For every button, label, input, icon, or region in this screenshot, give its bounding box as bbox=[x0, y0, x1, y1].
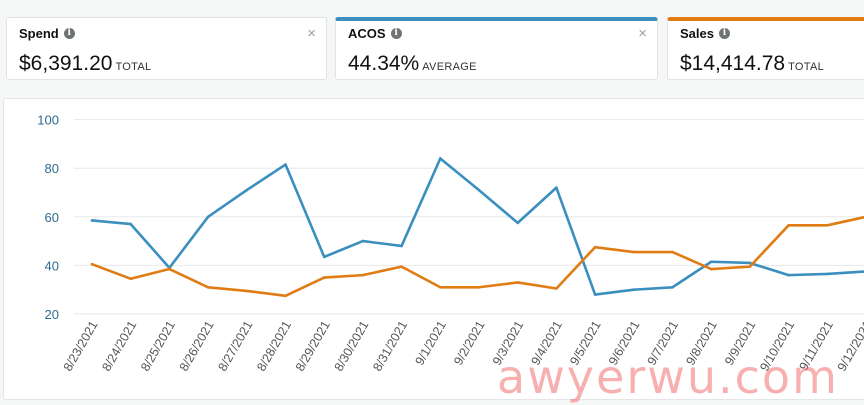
acos-label: ACOS bbox=[348, 26, 386, 41]
acos-data-point bbox=[671, 285, 674, 289]
y-tick-label: 100 bbox=[37, 113, 59, 128]
acos-data-point bbox=[632, 288, 636, 291]
sales-data-point bbox=[245, 289, 249, 293]
sales-metric-card[interactable]: Sales i $14,414.78 TOTAL bbox=[667, 17, 864, 80]
acos-data-point bbox=[322, 255, 326, 259]
y-tick-label: 60 bbox=[45, 210, 59, 225]
spend-metric-card[interactable]: Spend i × $6,391.20 TOTAL bbox=[6, 17, 327, 80]
acos-card-title: ACOS i bbox=[348, 26, 402, 41]
acos-data-point bbox=[826, 272, 829, 276]
info-icon[interactable]: i bbox=[390, 28, 402, 39]
acos-data-point bbox=[593, 293, 597, 296]
spend-card-title: Spend i bbox=[19, 26, 75, 41]
acos-data-point bbox=[90, 219, 94, 222]
sales-data-point bbox=[439, 285, 442, 289]
sales-data-point bbox=[129, 277, 132, 281]
acos-data-point bbox=[477, 188, 481, 192]
x-tick-label: 8/26/2021 bbox=[177, 318, 217, 373]
info-icon[interactable]: i bbox=[718, 28, 730, 39]
acos-series-line bbox=[90, 157, 864, 296]
sales-data-point bbox=[593, 245, 597, 249]
x-tick-label: 8/24/2021 bbox=[99, 318, 139, 373]
sales-value: $14,414.78 bbox=[680, 52, 786, 75]
x-tick-label: 9/12/2021 bbox=[835, 318, 864, 373]
x-tick-label: 9/2/2021 bbox=[451, 318, 487, 367]
watermark: awyerwu.com bbox=[497, 350, 839, 404]
sales-data-point bbox=[206, 285, 210, 289]
sales-data-point bbox=[477, 285, 481, 289]
sales-data-point bbox=[555, 287, 558, 290]
line-chart[interactable]: 204060801008/23/20218/24/20218/25/20218/… bbox=[4, 99, 864, 399]
acos-data-point bbox=[439, 157, 442, 160]
x-tick-label: 8/29/2021 bbox=[293, 318, 333, 373]
x-tick-label: 9/1/2021 bbox=[412, 318, 448, 367]
spend-unit: TOTAL bbox=[115, 61, 152, 73]
acos-data-point bbox=[787, 273, 790, 277]
sales-data-point bbox=[748, 265, 752, 268]
sales-value-row: $14,414.78 TOTAL bbox=[680, 52, 824, 76]
sales-unit: TOTAL bbox=[788, 61, 825, 73]
x-tick-label: 8/25/2021 bbox=[138, 318, 178, 373]
sales-data-point bbox=[168, 267, 171, 271]
sales-data-point bbox=[284, 294, 287, 298]
acos-data-point bbox=[206, 215, 210, 219]
chart-panel: 20 40 60 80 100 8/23/2021 8/24/2021 8/25/2021 8/… bbox=[3, 98, 864, 400]
y-tick-label: 80 bbox=[45, 161, 59, 176]
sales-series-line bbox=[90, 215, 864, 298]
acos-data-point bbox=[555, 186, 558, 189]
close-icon[interactable]: × bbox=[307, 25, 316, 42]
x-tick-label: 8/28/2021 bbox=[254, 318, 294, 373]
acos-value: 44.34% bbox=[348, 52, 420, 75]
close-icon[interactable]: × bbox=[638, 25, 647, 42]
sales-data-point bbox=[322, 276, 326, 279]
info-icon[interactable]: i bbox=[63, 28, 75, 39]
sales-data-point bbox=[516, 281, 519, 284]
sales-data-point bbox=[826, 224, 829, 227]
acos-value-row: 44.34% AVERAGE bbox=[348, 52, 477, 76]
sales-label: Sales bbox=[680, 26, 714, 41]
acos-data-point bbox=[748, 261, 752, 265]
acos-data-point bbox=[400, 244, 403, 248]
y-tick-label: 20 bbox=[45, 307, 59, 322]
x-tick-label: 8/27/2021 bbox=[215, 318, 255, 373]
spend-label: Spend bbox=[19, 26, 59, 41]
spend-value-row: $6,391.20 TOTAL bbox=[19, 52, 151, 76]
sales-data-point bbox=[671, 250, 674, 254]
sales-data-point bbox=[361, 273, 365, 277]
acos-data-point bbox=[516, 221, 519, 225]
acos-metric-card[interactable]: ACOS i × 44.34% AVERAGE bbox=[335, 17, 658, 80]
sales-card-title: Sales i bbox=[680, 26, 730, 41]
x-tick-label: 8/31/2021 bbox=[370, 318, 410, 373]
spend-value: $6,391.20 bbox=[19, 52, 113, 75]
acos-data-point bbox=[709, 260, 713, 264]
acos-data-point bbox=[245, 188, 249, 192]
acos-data-point bbox=[284, 163, 287, 166]
acos-data-point bbox=[361, 239, 365, 243]
sales-data-point bbox=[632, 250, 636, 254]
x-tick-label: 8/30/2021 bbox=[332, 318, 372, 373]
acos-unit: AVERAGE bbox=[422, 61, 477, 73]
x-tick-label: 8/23/2021 bbox=[61, 318, 101, 373]
sales-data-point bbox=[90, 262, 94, 266]
y-tick-label: 40 bbox=[45, 258, 59, 273]
sales-data-point bbox=[400, 265, 403, 268]
sales-data-point bbox=[787, 224, 790, 227]
sales-data-point bbox=[709, 267, 713, 271]
acos-data-point bbox=[129, 222, 132, 226]
